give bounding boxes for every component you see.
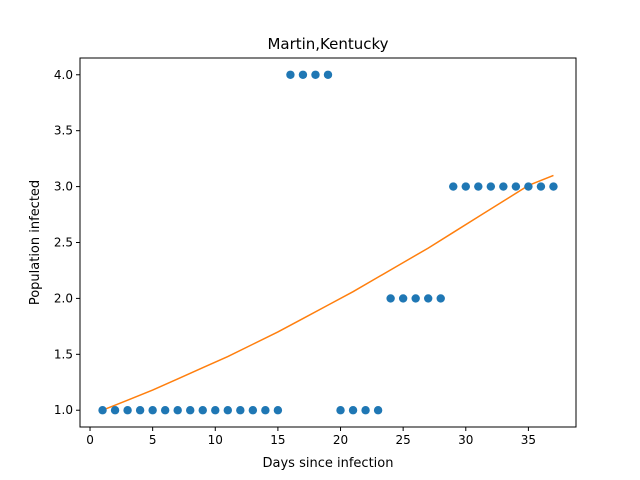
x-tick-label: 30 — [458, 433, 473, 447]
x-tick-label: 10 — [208, 433, 223, 447]
data-point — [424, 294, 433, 303]
data-point — [135, 406, 145, 415]
data-point — [411, 294, 420, 303]
x-tick-label: 20 — [333, 433, 348, 447]
data-point — [536, 182, 546, 191]
data-point — [474, 182, 483, 191]
x-axis: 0 5 10 15 20 25 30 35 — [86, 427, 536, 447]
plot-area — [98, 70, 558, 415]
data-point — [223, 406, 232, 415]
x-tick-label: 0 — [86, 433, 94, 447]
data-point — [486, 182, 496, 191]
x-tick-label: 35 — [521, 433, 536, 447]
x-tick-label: 25 — [396, 433, 411, 447]
data-point — [348, 406, 358, 415]
plot-background — [80, 58, 576, 427]
data-point — [511, 182, 521, 191]
data-point — [336, 406, 345, 415]
y-tick-label: 1.0 — [54, 403, 73, 417]
data-point — [211, 406, 220, 415]
chart-title: Martin,Kentucky — [267, 35, 388, 53]
data-point — [248, 406, 258, 415]
x-axis-label: Days since infection — [263, 456, 394, 471]
y-tick-label: 2.0 — [54, 291, 73, 305]
data-point — [273, 406, 283, 415]
y-axis: 1.0 1.5 2.0 2.5 3.0 3.5 4.0 — [54, 68, 80, 417]
data-point — [110, 406, 120, 415]
data-point — [549, 182, 558, 191]
data-point — [148, 406, 157, 415]
data-point — [236, 406, 245, 415]
data-point — [98, 406, 107, 415]
data-point — [373, 406, 383, 415]
data-point — [198, 406, 207, 415]
y-tick-label: 3.5 — [54, 124, 73, 138]
data-point — [323, 70, 333, 79]
y-tick-label: 2.5 — [54, 236, 73, 250]
data-point — [186, 406, 195, 415]
y-tick-label: 3.0 — [54, 180, 73, 194]
y-axis-label: Population infected — [28, 180, 43, 305]
data-point — [261, 406, 270, 415]
data-point — [160, 406, 170, 415]
data-point — [286, 70, 295, 79]
trend-line — [102, 174, 554, 411]
y-tick-label: 1.5 — [54, 347, 73, 361]
y-tick-label: 4.0 — [54, 68, 73, 82]
data-point — [398, 294, 408, 303]
data-point — [173, 406, 182, 415]
data-point — [298, 70, 308, 79]
data-point — [311, 70, 320, 79]
data-point — [461, 182, 470, 191]
data-point — [499, 182, 508, 191]
data-point — [524, 182, 533, 191]
data-point — [123, 406, 132, 415]
x-tick-label: 5 — [149, 433, 157, 447]
data-point — [361, 406, 370, 415]
data-point — [386, 294, 395, 303]
data-point — [436, 294, 445, 303]
data-point — [449, 182, 458, 191]
x-tick-label: 15 — [270, 433, 285, 447]
